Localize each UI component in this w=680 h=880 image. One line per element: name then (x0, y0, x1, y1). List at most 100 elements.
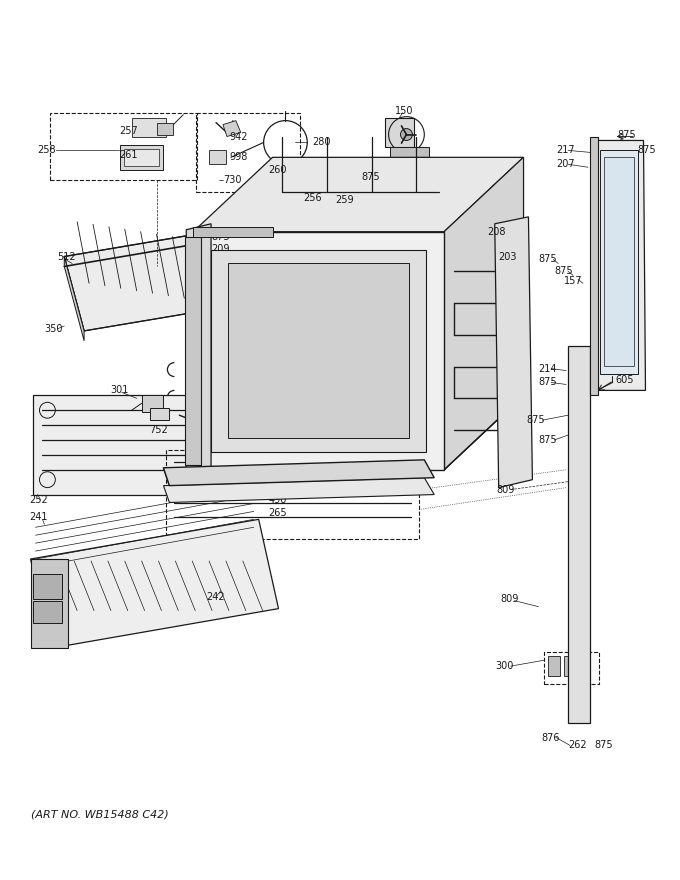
Text: 998: 998 (229, 152, 248, 162)
Polygon shape (31, 519, 279, 649)
Polygon shape (193, 158, 524, 231)
Text: 875: 875 (526, 415, 545, 425)
Text: 265: 265 (269, 509, 287, 518)
Text: 251: 251 (388, 443, 406, 453)
Text: 157: 157 (564, 276, 583, 286)
Text: 203: 203 (498, 252, 517, 261)
Polygon shape (193, 227, 273, 237)
Bar (604, 158, 634, 365)
Polygon shape (336, 169, 358, 195)
Polygon shape (124, 150, 160, 166)
Polygon shape (223, 121, 241, 136)
Text: 875: 875 (539, 378, 557, 387)
Polygon shape (150, 408, 169, 420)
Text: 252: 252 (29, 495, 48, 504)
Text: 207: 207 (556, 159, 575, 169)
Polygon shape (332, 165, 360, 197)
Polygon shape (590, 137, 598, 395)
Polygon shape (228, 263, 409, 438)
Polygon shape (33, 601, 63, 624)
Text: 262: 262 (568, 740, 587, 751)
Polygon shape (568, 346, 590, 722)
Circle shape (401, 128, 412, 141)
Text: 242: 242 (206, 591, 224, 602)
Polygon shape (31, 559, 68, 649)
Circle shape (572, 651, 586, 665)
Bar (544, 652, 599, 684)
Polygon shape (163, 478, 435, 502)
Circle shape (572, 686, 586, 700)
Polygon shape (141, 395, 163, 412)
Text: 300: 300 (496, 661, 514, 671)
Text: 150: 150 (394, 106, 413, 115)
Polygon shape (594, 141, 645, 391)
Text: 942: 942 (229, 133, 248, 143)
Text: 280: 280 (312, 137, 330, 148)
Text: 208: 208 (487, 227, 505, 237)
Text: 809: 809 (500, 594, 519, 604)
Polygon shape (390, 148, 429, 158)
Text: 261: 261 (119, 150, 137, 160)
Text: 217: 217 (556, 145, 575, 156)
Text: 132: 132 (229, 259, 248, 268)
Polygon shape (548, 656, 560, 676)
Circle shape (572, 490, 586, 504)
Text: 133: 133 (216, 291, 235, 301)
Text: 350: 350 (44, 324, 63, 334)
Polygon shape (163, 460, 435, 486)
Text: 605: 605 (615, 376, 634, 385)
Polygon shape (495, 216, 532, 488)
Text: 214: 214 (539, 363, 557, 374)
Polygon shape (132, 118, 167, 137)
Text: 301: 301 (110, 385, 129, 395)
Circle shape (572, 373, 586, 387)
Text: 875: 875 (594, 740, 613, 751)
Circle shape (572, 570, 586, 583)
Bar (50, 113, 197, 180)
Polygon shape (209, 150, 226, 165)
Bar (600, 150, 638, 373)
Text: 512: 512 (57, 252, 76, 261)
Text: 809: 809 (496, 485, 515, 495)
Bar (299, 160, 388, 218)
Polygon shape (185, 237, 201, 465)
Polygon shape (186, 224, 211, 494)
Polygon shape (211, 250, 426, 452)
Bar (167, 450, 420, 539)
Text: 875: 875 (617, 129, 636, 140)
Text: 256: 256 (303, 193, 322, 203)
Text: 875: 875 (539, 254, 557, 265)
Polygon shape (385, 118, 414, 148)
Circle shape (572, 610, 586, 624)
Text: 241: 241 (29, 512, 48, 523)
Circle shape (572, 451, 586, 465)
Text: 876: 876 (541, 732, 560, 743)
Text: 259: 259 (335, 195, 354, 205)
Text: 490: 490 (269, 495, 287, 504)
Polygon shape (216, 290, 236, 305)
Text: 253: 253 (193, 423, 212, 433)
Polygon shape (444, 158, 524, 470)
Text: 875: 875 (554, 267, 573, 276)
Polygon shape (444, 158, 524, 470)
Polygon shape (33, 395, 219, 495)
Text: 875: 875 (362, 172, 380, 182)
Text: 209: 209 (211, 244, 230, 253)
Polygon shape (120, 145, 163, 170)
Text: 266: 266 (221, 275, 239, 284)
Text: (ART NO. WB15488 C42): (ART NO. WB15488 C42) (31, 810, 168, 820)
Polygon shape (564, 656, 576, 676)
Bar (197, 113, 301, 192)
Polygon shape (193, 231, 444, 470)
Text: 260: 260 (269, 165, 287, 175)
Polygon shape (65, 256, 84, 341)
Text: 875: 875 (638, 145, 656, 156)
Circle shape (572, 414, 586, 427)
Text: 875: 875 (211, 231, 230, 242)
Polygon shape (156, 122, 173, 135)
Text: 752: 752 (150, 425, 169, 435)
Polygon shape (33, 574, 63, 598)
Text: 257: 257 (119, 126, 137, 136)
Circle shape (572, 531, 586, 544)
Text: 258: 258 (37, 145, 56, 156)
